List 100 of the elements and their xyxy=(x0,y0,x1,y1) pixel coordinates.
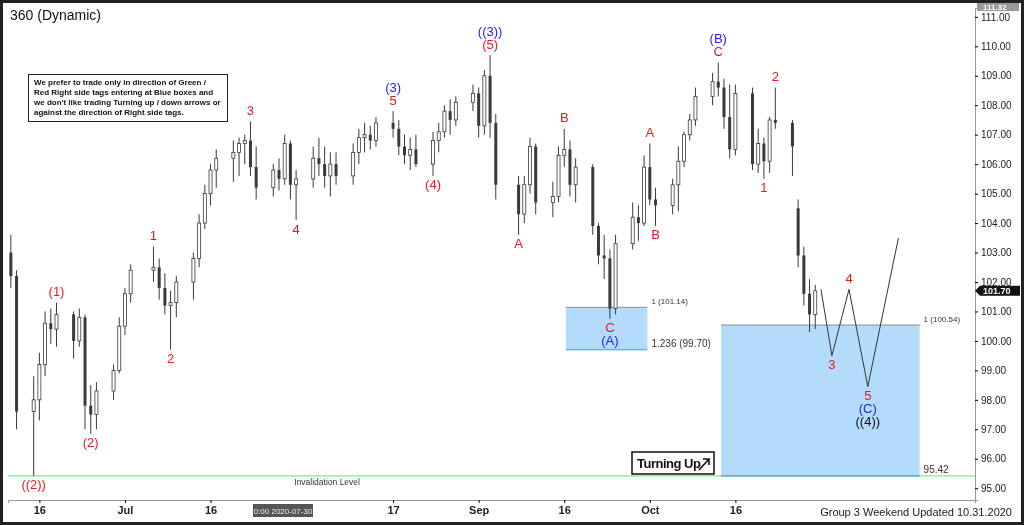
candlestick xyxy=(756,128,761,174)
candlestick xyxy=(151,246,156,283)
annotation: 2 xyxy=(166,351,175,367)
candlestick xyxy=(77,308,82,348)
x-tick-label: Oct xyxy=(641,503,660,516)
candlestick xyxy=(323,145,327,189)
annotation: ((2)) xyxy=(21,477,46,493)
candlestick xyxy=(808,278,812,333)
annotation: 1 xyxy=(760,180,768,196)
y-tick-label: 100.00 xyxy=(981,335,1013,347)
annotation: (2) xyxy=(82,435,99,451)
annotation: 5 xyxy=(389,92,397,108)
candlestick xyxy=(397,119,401,156)
candlestick xyxy=(716,62,720,97)
candlestick xyxy=(242,134,247,165)
ref-line-label: Invalidation Level xyxy=(294,476,361,487)
candlestick xyxy=(49,308,53,345)
text: 111.32 xyxy=(983,3,1008,12)
candlestick xyxy=(368,125,372,150)
annotation: 3 xyxy=(246,102,255,118)
y-tick-label: 103.00 xyxy=(981,247,1013,259)
candlestick xyxy=(391,110,395,139)
annotation: 1 xyxy=(149,228,158,244)
y-tick-label: 111.00 xyxy=(981,11,1011,23)
y-tick-label: 107.00 xyxy=(981,129,1013,141)
annotation: B xyxy=(651,227,660,243)
candlestick xyxy=(374,116,378,147)
annotation: Turning Up xyxy=(637,456,701,471)
y-tick-label: 95.00 xyxy=(981,482,1007,494)
annotation: 1 (100.54) xyxy=(923,315,961,324)
annotation: 95.42 xyxy=(923,463,950,475)
x-tick-label: 16 xyxy=(33,503,46,516)
x-tick-label: Jul xyxy=(117,503,134,516)
candlestick xyxy=(790,119,794,177)
text: 0:00 2020-07-30 xyxy=(253,507,313,516)
candlestick xyxy=(773,87,777,130)
annotation: B xyxy=(559,110,569,126)
candlestick xyxy=(573,157,578,203)
annotation: 4 xyxy=(292,221,300,237)
candlestick xyxy=(89,384,93,435)
candlestick xyxy=(237,137,241,177)
candlestick xyxy=(414,134,418,168)
y-tick-label: 110.00 xyxy=(981,41,1012,52)
candlestick xyxy=(602,234,606,280)
x-tick-label: Sep xyxy=(469,503,490,516)
candlestick xyxy=(94,381,99,430)
candlestick xyxy=(328,151,333,198)
y-tick-label: 101.00 xyxy=(981,306,1013,318)
y-tick-label: 108.00 xyxy=(981,99,1013,111)
candlestick xyxy=(157,257,161,301)
candlestick xyxy=(351,143,356,186)
y-tick-label: 104.00 xyxy=(981,217,1013,229)
annotation: 1.236 (99.70) xyxy=(651,337,711,349)
y-tick-label: 109.00 xyxy=(981,70,1013,82)
candlestick xyxy=(762,137,766,180)
candlestick xyxy=(813,284,818,330)
annotation: ((3)) xyxy=(477,23,503,39)
candlestick xyxy=(54,302,59,348)
annotation: 3 xyxy=(828,357,836,373)
chart-title: 360 (Dynamic) xyxy=(10,7,102,23)
annotation: (A) xyxy=(601,333,619,349)
candlestick xyxy=(471,84,475,112)
x-tick-label: 16 xyxy=(558,503,571,516)
annotation: We prefer to trade only in direction of Green / Red Right side tags entering at Blue boxes and we don't like trading Turning up / down arrows or against the direction of Right side tags. xyxy=(28,74,228,122)
annotation: 5 xyxy=(864,388,872,404)
annotation: (4) xyxy=(425,177,441,193)
candlestick xyxy=(311,145,316,189)
candlestick xyxy=(654,187,658,227)
candlestick xyxy=(408,137,413,171)
text: Group 3 Weekend Updated 10.31.2020 xyxy=(820,506,1012,518)
candlestick xyxy=(163,272,167,315)
annotation: (1) xyxy=(48,284,65,300)
candlestick xyxy=(294,169,298,221)
y-tick-label: 99.00 xyxy=(981,365,1007,377)
y-tick-label: 105.00 xyxy=(981,188,1013,200)
y-tick-label: 106.00 xyxy=(981,158,1013,170)
annotation: 1 (101.14) xyxy=(651,297,689,307)
candlestick xyxy=(334,151,338,186)
candlestick xyxy=(271,163,276,198)
annotation: (B) xyxy=(709,30,727,46)
candlestick xyxy=(317,137,321,177)
candlestick xyxy=(431,131,435,177)
annotation: 2 xyxy=(771,68,779,84)
annotation: A xyxy=(645,124,655,140)
y-tick-label: 97.00 xyxy=(981,423,1007,435)
candlestick xyxy=(448,98,452,136)
candlestick xyxy=(128,263,133,304)
y-tick-label: 98.00 xyxy=(981,394,1007,406)
candlestick xyxy=(9,234,13,289)
annotation: ((4)) xyxy=(855,414,881,430)
annotation: A xyxy=(514,236,524,252)
annotation: (3) xyxy=(385,79,402,95)
annotation: (C) xyxy=(858,401,877,417)
annotation: 4 xyxy=(845,270,853,286)
candlestick xyxy=(254,145,258,200)
annotation: C xyxy=(605,320,615,336)
x-tick-label: 16 xyxy=(729,503,743,516)
candlestick xyxy=(277,157,281,192)
y-tick-label: 102.00 xyxy=(981,276,1013,288)
annotation: C xyxy=(713,43,723,59)
